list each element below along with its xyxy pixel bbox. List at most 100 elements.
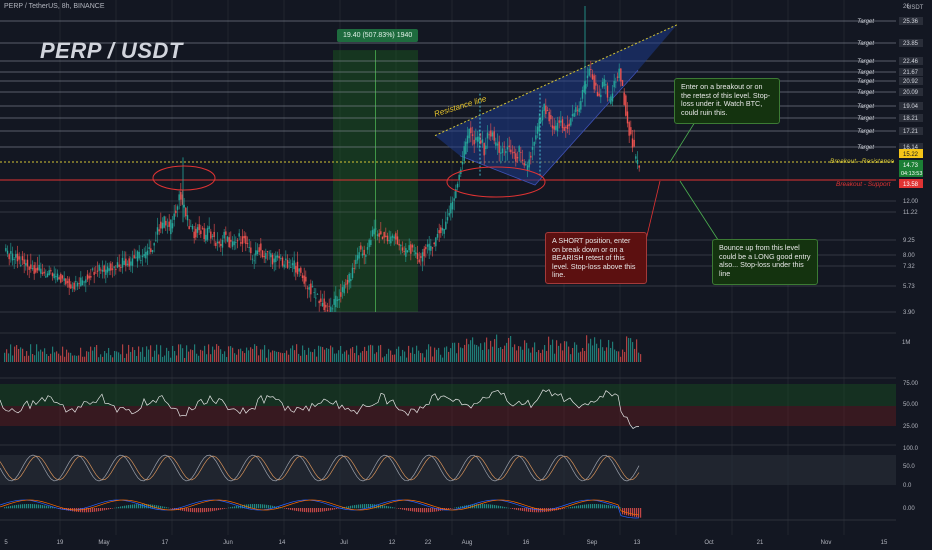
macd-bar	[578, 505, 580, 509]
candle-body	[338, 298, 340, 301]
macd-bar	[330, 508, 332, 511]
macd-bar	[100, 508, 102, 511]
note-long-entry[interactable]: Bounce up from this level could be a LON…	[712, 239, 818, 285]
volume-bar	[542, 349, 544, 362]
macd-bar	[474, 504, 476, 509]
macd-bar	[28, 504, 30, 509]
macd-bar	[428, 508, 430, 513]
volume-bar	[72, 355, 74, 362]
macd-bar	[624, 508, 626, 515]
volume-bar	[132, 347, 134, 362]
volume-bar	[146, 346, 148, 362]
volume-bar	[10, 344, 12, 362]
candle-body	[573, 113, 575, 117]
volume-bar	[320, 346, 322, 362]
candle-body	[503, 146, 505, 148]
macd-bar	[592, 504, 594, 509]
macd-bar	[294, 508, 296, 511]
volume-bar	[202, 350, 204, 362]
symbol-header[interactable]: PERP / TetherUS, 8h, BINANCE	[4, 3, 105, 10]
candle-body	[383, 232, 385, 238]
candle-body	[175, 210, 177, 214]
volume-bar	[406, 357, 408, 362]
macd-bar	[354, 505, 356, 509]
candle-body	[365, 255, 367, 257]
macd-bar	[522, 508, 524, 511]
volume-bar	[416, 345, 418, 362]
macd-bar	[460, 506, 462, 509]
volume-bar	[232, 347, 234, 362]
candle-body	[420, 256, 422, 258]
macd-bar	[292, 508, 294, 511]
volume-bar	[156, 344, 158, 362]
target-price-label: 23.85	[903, 41, 919, 47]
macd-bar	[532, 508, 534, 513]
candle-body	[250, 247, 252, 254]
macd-bar	[332, 508, 334, 510]
volume-bar	[462, 348, 464, 362]
volume-bar	[474, 344, 476, 362]
macd-bar	[258, 504, 260, 509]
candle-body	[561, 119, 564, 129]
candle-body	[398, 243, 400, 246]
candle-body	[211, 236, 214, 237]
volume-bar	[434, 347, 436, 362]
macd-bar	[536, 508, 538, 513]
volume-bar	[284, 352, 286, 362]
volume-bar	[124, 357, 126, 362]
volume-bar	[254, 344, 256, 362]
candle-body	[590, 69, 592, 71]
volume-bar	[518, 346, 520, 362]
candle-body	[465, 141, 467, 155]
stoch-pane: 100.0 50.0 0.0	[0, 446, 919, 489]
macd-bar	[582, 504, 584, 509]
candle-body	[43, 271, 45, 274]
candle-body	[401, 247, 404, 251]
volume-bar	[24, 356, 26, 362]
candle-body	[65, 278, 67, 285]
rsi-tick: 75.00	[903, 381, 919, 387]
volume-bar	[78, 355, 80, 362]
volume-bar	[366, 350, 368, 362]
volume-bar	[168, 350, 170, 362]
note-breakout-entry[interactable]: Enter on a breakout or on the retest of …	[674, 78, 780, 124]
note-connectors	[644, 121, 723, 247]
macd-bar	[488, 504, 490, 509]
candle-body	[581, 89, 584, 99]
volume-bar	[552, 339, 554, 362]
time-tick: Jul	[340, 540, 348, 546]
volume-bar	[404, 351, 406, 362]
volume-bar	[82, 356, 84, 362]
note-short-entry[interactable]: A SHORT position, enter on break down or…	[545, 232, 647, 284]
macd-bar	[534, 508, 536, 513]
volume-bar	[626, 336, 628, 362]
candle-body	[256, 250, 259, 254]
candle-body	[190, 225, 192, 227]
macd-bar	[182, 508, 184, 511]
volume-bar	[456, 353, 458, 362]
candle-body	[343, 284, 345, 294]
volume-bar	[356, 345, 358, 362]
volume-bar	[348, 354, 350, 362]
candle-body	[423, 248, 425, 257]
macd-bar	[482, 504, 484, 509]
volume-bar	[188, 351, 190, 362]
volume-bar	[558, 345, 560, 362]
volume-bar	[566, 341, 568, 362]
candle-body	[278, 256, 280, 259]
candle-body	[218, 241, 220, 244]
volume-bar	[162, 356, 164, 362]
macd-bar	[108, 508, 110, 510]
candle-body	[58, 277, 60, 280]
candle-body	[320, 298, 322, 302]
candle-body	[173, 213, 175, 220]
candle-body	[336, 299, 339, 301]
volume-bar	[358, 355, 360, 362]
macd-bar	[626, 508, 628, 516]
candle-body	[46, 273, 49, 277]
candle-body	[461, 161, 464, 165]
volume-bar	[586, 335, 588, 362]
volume-bar	[340, 345, 342, 362]
wedge-lower-edge	[459, 69, 639, 186]
stoch-tick: 0.0	[903, 483, 912, 489]
